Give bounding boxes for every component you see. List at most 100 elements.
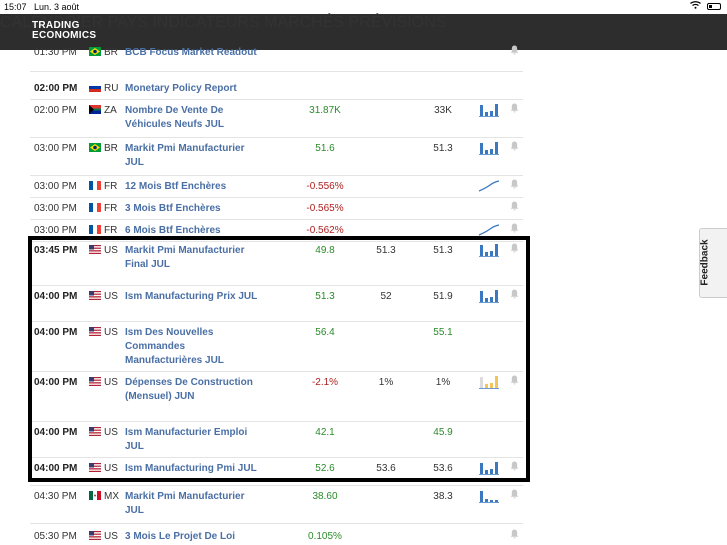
nav-forecasts[interactable]: PRÉVISIONS [348, 14, 447, 31]
us-flag-icon [89, 427, 101, 436]
event-link[interactable]: Ism Manufacturing Prix JUL [125, 291, 258, 302]
calendar-row: 03:00 PM FR 3 Mois Btf Enchères -0.565% [30, 198, 523, 220]
status-icons [690, 1, 721, 11]
sparkline-chart-icon[interactable] [478, 289, 500, 303]
sparkline-chart-icon[interactable] [478, 141, 500, 155]
trading-economics-logo[interactable]: TRADING ECONOMICS [32, 21, 96, 41]
nav-calendar[interactable]: CALENDRIER [0, 14, 104, 31]
country-code: ZA [104, 105, 117, 116]
actual-value: 52.6 [315, 463, 335, 474]
br-flag-icon [89, 47, 101, 56]
bell-alert-icon[interactable] [510, 289, 519, 299]
bell-alert-icon[interactable] [510, 375, 519, 385]
fr-flag-icon [89, 225, 101, 234]
actual-value: 0.105% [308, 531, 342, 542]
event-time: 01:30 PM [34, 47, 77, 58]
consensus-value: 51.3 [433, 143, 453, 154]
bell-alert-icon[interactable] [510, 489, 519, 499]
us-flag-icon [89, 327, 101, 336]
consensus-value: 55.1 [433, 327, 453, 338]
bell-alert-icon[interactable] [510, 243, 519, 253]
us-flag-icon [89, 377, 101, 386]
sparkline-chart-icon[interactable] [478, 179, 500, 193]
sparkline-chart-icon[interactable] [478, 375, 500, 389]
event-link[interactable]: 12 Mois Btf Enchères [125, 181, 227, 192]
sparkline-chart-icon[interactable] [478, 461, 500, 475]
event-link[interactable]: BCB Focus Market Readout [125, 47, 257, 58]
event-link[interactable]: Markit Pmi Manufacturier JUL [125, 143, 245, 168]
calendar-row: 04:00 PM US Ism Des Nouvelles Commandes Ma… [30, 322, 523, 372]
country-code: FR [104, 225, 118, 236]
country-code: BR [104, 143, 118, 154]
fr-flag-icon [89, 181, 101, 190]
bell-alert-icon[interactable] [510, 201, 519, 211]
feedback-tab[interactable]: Feedback [699, 228, 727, 298]
event-time: 02:00 PM [34, 83, 78, 94]
country-code: US [104, 531, 118, 542]
event-link[interactable]: Nombre De Vente De Véhicules Neufs JUL [125, 105, 224, 130]
logo-line2: ECONOMICS [32, 30, 97, 41]
ios-status-bar: 15:07 Lun. 3 août [0, 0, 727, 14]
top-navbar: TRADING ECONOMICS CALENDRIER PAYS INDICA… [0, 14, 727, 50]
previous-value: 51.3 [376, 245, 396, 256]
actual-value: 31.87K [309, 105, 341, 116]
ru-flag-icon [89, 83, 101, 92]
bell-alert-icon[interactable] [510, 461, 519, 471]
event-time: 04:00 PM [34, 327, 78, 338]
nav-markets[interactable]: MARCHÉS [264, 14, 345, 31]
country-code: US [104, 245, 118, 256]
previous-value: 52 [380, 291, 392, 302]
sparkline-chart-icon[interactable] [478, 223, 500, 237]
country-code: FR [104, 203, 118, 214]
bell-alert-icon[interactable] [510, 103, 519, 113]
country-code: US [104, 327, 118, 338]
sparkline-chart-icon[interactable] [478, 103, 500, 117]
calendar-row: 03:45 PM US Markit Pmi Manufacturier Final… [30, 240, 523, 286]
event-link[interactable]: Monetary Policy Report [125, 83, 237, 94]
calendar-row: 03:00 PM FR 6 Mois Btf Enchères -0.562% [30, 220, 523, 242]
nav-countries[interactable]: PAYS [107, 14, 148, 31]
calendar-row: 02:00 PM RU Monetary Policy Report [30, 78, 523, 100]
event-time: 04:00 PM [34, 427, 78, 438]
event-time: 04:30 PM [34, 491, 77, 502]
country-code: US [104, 291, 118, 302]
country-code: MX [104, 491, 119, 502]
event-time: 04:00 PM [34, 463, 78, 474]
za-flag-icon [89, 105, 101, 114]
event-link[interactable]: Ism Manufacturier Emploi JUL [125, 427, 248, 452]
sparkline-chart-icon[interactable] [478, 243, 500, 257]
event-link[interactable]: 3 Mois Btf Enchères [125, 203, 221, 214]
calendar-row: 04:30 PM MX Markit Pmi Manufacturier JUL 38… [30, 486, 523, 524]
event-link[interactable]: Markit Pmi Manufacturier JUL [125, 491, 245, 516]
event-link[interactable]: Markit Pmi Manufacturier Final JUL [125, 245, 245, 270]
event-link[interactable]: 3 Mois Le Projet De Loi [125, 531, 236, 542]
calendar-row: 04:00 PM US Ism Manufacturier Emploi JUL 42… [30, 422, 523, 458]
event-time: 03:00 PM [34, 203, 77, 214]
consensus-value: 51.9 [433, 291, 453, 302]
fr-flag-icon [89, 203, 101, 212]
bell-alert-icon[interactable] [510, 529, 519, 539]
bell-alert-icon[interactable] [510, 141, 519, 151]
country-code: BR [104, 47, 118, 58]
wifi-icon [690, 1, 704, 11]
nav-indicators[interactable]: INDICATEURS [152, 14, 260, 31]
sparkline-chart-icon[interactable] [478, 489, 500, 503]
event-link[interactable]: Dépenses De Construction (Mensuel) JUN [125, 377, 253, 402]
logo-line1: TRADING [32, 20, 80, 31]
feedback-label: Feedback [699, 239, 711, 286]
bell-alert-icon[interactable] [510, 45, 519, 55]
actual-value: 42.1 [315, 427, 335, 438]
event-link[interactable]: 6 Mois Btf Enchères [125, 225, 221, 236]
event-link[interactable]: Ism Manufacturing Pmi JUL [125, 463, 257, 474]
consensus-value: 33K [434, 105, 452, 116]
country-code: FR [104, 181, 118, 192]
event-time: 05:30 PM [34, 531, 77, 542]
bell-alert-icon[interactable] [510, 223, 519, 233]
event-link[interactable]: Ism Des Nouvelles Commandes Manufacturiè… [125, 327, 224, 366]
us-flag-icon [89, 463, 101, 472]
bell-alert-icon[interactable] [510, 179, 519, 189]
calendar-row: 02:00 PM ZA Nombre De Vente De Véhicules N… [30, 100, 523, 138]
previous-value: 1% [378, 377, 394, 388]
actual-value: 51.3 [315, 291, 335, 302]
calendar-row: 03:00 PM BR Markit Pmi Manufacturier JUL 51… [30, 138, 523, 176]
